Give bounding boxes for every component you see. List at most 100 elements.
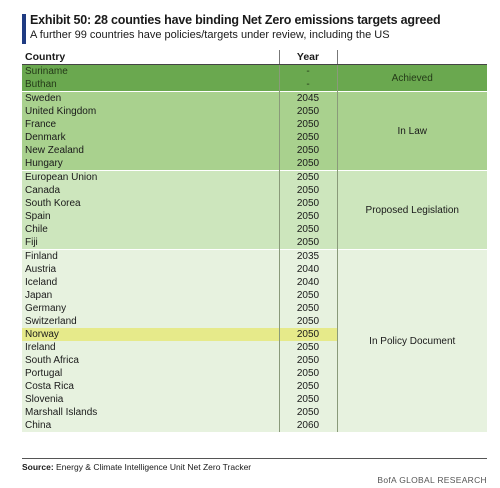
table-row: China 2060: [22, 419, 487, 432]
table-row: European Union 2050 Proposed Legislation: [22, 170, 487, 250]
country-cell: Spain: [22, 210, 279, 223]
year-cell: 2050: [278, 157, 337, 171]
year-cell: 2050: [278, 341, 337, 354]
table-row: Buthan -: [22, 78, 487, 92]
year-cell: 2050: [278, 315, 337, 328]
year-cell: 2050: [278, 170, 337, 184]
column-header-country: Country: [22, 50, 279, 65]
brand-footer: BofA GLOBAL RESEARCH: [377, 475, 487, 485]
country-cell: Norway: [22, 328, 279, 341]
year-cell: 2050: [278, 406, 337, 419]
table-row: Canada 2050: [22, 184, 487, 197]
year-cell: 2050: [278, 118, 337, 131]
year-cell: 2045: [278, 91, 337, 105]
country-cell: Germany: [22, 302, 279, 315]
table-row: Austria 2040: [22, 263, 487, 276]
country-cell: Marshall Islands: [22, 406, 279, 419]
country-cell: New Zealand: [22, 144, 279, 157]
year-cell: 2050: [278, 380, 337, 393]
footer-divider: [22, 458, 487, 459]
source-label: Source:: [22, 462, 54, 472]
table-row: Hungary 2050: [22, 157, 487, 171]
exhibit-title: Exhibit 50: 28 counties have binding Net…: [30, 13, 441, 27]
year-cell: 2050: [278, 354, 337, 367]
table-row: Iceland 2040: [22, 276, 487, 289]
country-cell: European Union: [22, 170, 279, 184]
country-cell: Hungary: [22, 157, 279, 171]
country-cell: France: [22, 118, 279, 131]
table-row: Slovenia 2050: [22, 393, 487, 406]
status-group-label: Proposed Legislation: [336, 170, 487, 250]
status-group-label: In Policy Document: [336, 249, 487, 432]
table-row: New Zealand 2050: [22, 144, 487, 157]
table-row: Chile 2050: [22, 223, 487, 236]
table-row: France 2050: [22, 118, 487, 131]
country-cell: Switzerland: [22, 315, 279, 328]
year-cell: 2050: [278, 223, 337, 236]
country-cell: South Africa: [22, 354, 279, 367]
table-row: Germany 2050: [22, 302, 487, 315]
column-header-year: Year: [278, 50, 337, 65]
year-cell: 2035: [278, 249, 337, 263]
year-cell: 2050: [278, 236, 337, 250]
table-row: Denmark 2050: [22, 131, 487, 144]
country-cell: Iceland: [22, 276, 279, 289]
year-cell: 2050: [278, 289, 337, 302]
exhibit-accent-bar: [22, 14, 26, 44]
column-header-status: [336, 50, 487, 65]
country-cell: Sweden: [22, 91, 279, 105]
country-cell: Buthan: [22, 78, 279, 92]
table-header-row: Country Year: [22, 50, 487, 65]
year-cell: 2050: [278, 131, 337, 144]
table-row: Spain 2050: [22, 210, 487, 223]
country-cell: Ireland: [22, 341, 279, 354]
country-cell: Suriname: [22, 64, 279, 78]
year-cell: 2050: [278, 367, 337, 380]
table-body: Suriname - Achieved Buthan - Sweden 2045 In Law…: [22, 64, 487, 432]
country-cell: Austria: [22, 263, 279, 276]
table-row: Costa Rica 2050: [22, 380, 487, 393]
table-row: Fiji 2050: [22, 236, 487, 250]
year-cell: 2050: [278, 184, 337, 197]
country-cell: Finland: [22, 249, 279, 263]
year-cell: 2050: [278, 328, 337, 341]
table-row: Sweden 2045 In Law: [22, 91, 487, 171]
year-cell: -: [278, 64, 337, 78]
country-cell: Slovenia: [22, 393, 279, 406]
table-row: South Africa 2050: [22, 354, 487, 367]
year-cell: -: [278, 78, 337, 92]
country-cell: Chile: [22, 223, 279, 236]
country-cell: South Korea: [22, 197, 279, 210]
table-row: Ireland 2050: [22, 341, 487, 354]
country-cell: China: [22, 419, 279, 432]
status-group-label: Achieved: [336, 64, 487, 92]
country-cell: Costa Rica: [22, 380, 279, 393]
table-row: Norway 2050: [22, 328, 487, 341]
year-cell: 2050: [278, 105, 337, 118]
country-cell: Fiji: [22, 236, 279, 250]
year-cell: 2060: [278, 419, 337, 432]
country-cell: Denmark: [22, 131, 279, 144]
year-cell: 2050: [278, 393, 337, 406]
year-cell: 2040: [278, 263, 337, 276]
year-cell: 2050: [278, 210, 337, 223]
year-cell: 2050: [278, 144, 337, 157]
country-cell: Japan: [22, 289, 279, 302]
exhibit-subtitle: A further 99 countries have policies/tar…: [30, 29, 390, 41]
table-row: South Korea 2050: [22, 197, 487, 210]
table-row: Suriname - Achieved: [22, 64, 487, 92]
table-row: Marshall Islands 2050: [22, 406, 487, 419]
source-text: Energy & Climate Intelligence Unit Net Z…: [53, 462, 252, 472]
country-cell: Portugal: [22, 367, 279, 380]
country-cell: United Kingdom: [22, 105, 279, 118]
year-cell: 2050: [278, 197, 337, 210]
year-cell: 2040: [278, 276, 337, 289]
year-cell: 2050: [278, 302, 337, 315]
table-row: Switzerland 2050: [22, 315, 487, 328]
status-group-label: In Law: [336, 91, 487, 171]
table-row: Portugal 2050: [22, 367, 487, 380]
country-cell: Canada: [22, 184, 279, 197]
source-note: Source: Energy & Climate Intelligence Un…: [22, 462, 251, 472]
table-row: United Kingdom 2050: [22, 105, 487, 118]
table-row: Finland 2035 In Policy Document: [22, 249, 487, 432]
